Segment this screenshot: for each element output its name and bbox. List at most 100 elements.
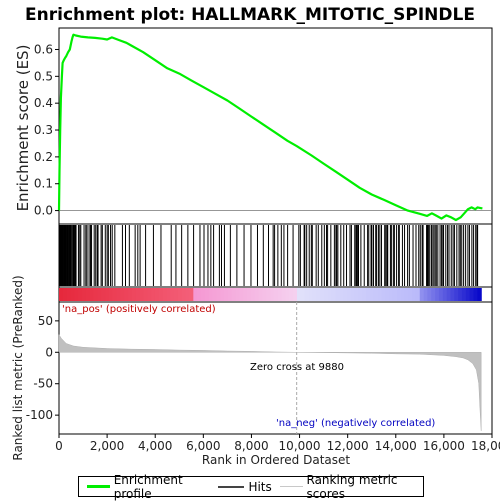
colorbar-segment — [70, 288, 75, 301]
colorbar-segment — [273, 288, 279, 301]
x-tick-label: 16,000 — [423, 439, 465, 453]
colorbar-segment — [400, 288, 406, 301]
colorbar-segment — [293, 288, 298, 301]
colorbar-segment — [239, 288, 244, 301]
colorbar-segment — [354, 288, 359, 301]
colorbar-segment — [262, 288, 267, 301]
colorbar-segment — [335, 288, 340, 301]
legend-item-enrichment-profile: Enrichment profile — [87, 473, 210, 501]
colorbar-segment — [139, 288, 145, 301]
colorbar-segment — [254, 288, 260, 301]
colorbar-segment — [331, 288, 336, 301]
colorbar-segment — [124, 288, 129, 301]
colorbar-segment — [377, 288, 382, 301]
colorbar-segment — [369, 288, 375, 301]
colorbar-segment — [281, 288, 287, 301]
enrichment-profile-line — [57, 33, 492, 222]
y-tick-label-bottom: -100 — [26, 408, 53, 422]
colorbar-segment — [458, 288, 463, 301]
colorbar-segment — [408, 288, 413, 301]
colorbar-segment — [82, 288, 87, 301]
colorbar-segment — [93, 288, 98, 301]
annotation-na-neg: 'na_neg' (negatively correlated) — [276, 418, 435, 429]
colorbar-segment — [415, 288, 421, 301]
colorbar-segment — [185, 288, 191, 301]
colorbar-segment — [296, 288, 302, 301]
y-tick-label: 0.4 — [34, 96, 53, 110]
colorbar-segment — [101, 288, 106, 301]
colorbar-segment — [193, 288, 198, 301]
metric-panel — [58, 301, 493, 435]
colorbar-segment — [166, 288, 171, 301]
colorbar-segment — [327, 288, 333, 301]
colorbar-segment — [396, 288, 402, 301]
colorbar-segment — [392, 288, 398, 301]
colorbar-segment — [389, 288, 394, 301]
colorbar-segment — [266, 288, 271, 301]
colorbar-segment — [74, 288, 79, 301]
colorbar-segment — [427, 288, 432, 301]
colorbar-segment — [473, 288, 478, 301]
colorbar-segment — [362, 288, 367, 301]
colorbar-segment — [224, 288, 229, 301]
colorbar-segment — [247, 288, 252, 301]
colorbar-segment — [289, 288, 294, 301]
colorbar-segment — [177, 288, 183, 301]
annotation-zero-cross: Zero cross at 9880 — [250, 362, 344, 373]
x-tick-label: 2,000 — [90, 439, 124, 453]
colorbar-segment — [197, 288, 202, 301]
colorbar-segment — [450, 288, 455, 301]
y-tick-label-bottom: -50 — [33, 377, 53, 391]
colorbar-segment — [346, 288, 352, 301]
y-axis-label-metric: Ranked list metric (PreRanked) — [11, 275, 25, 460]
colorbar-segment — [212, 288, 217, 301]
colorbar-segment — [128, 288, 133, 301]
y-tick-label: 0.6 — [34, 42, 53, 56]
colorbar-segment — [277, 288, 283, 301]
colorbar-segment — [469, 288, 475, 301]
colorbar-segment — [116, 288, 122, 301]
legend-label: Hits — [248, 479, 272, 494]
legend-swatch-hits — [218, 485, 245, 488]
annotation-na-pos: 'na_pos' (positively correlated) — [62, 304, 216, 315]
colorbar-segment — [285, 288, 290, 301]
metric-area — [58, 333, 482, 431]
colorbar-segment — [431, 288, 436, 301]
colorbar-segment — [108, 288, 114, 301]
colorbar-segment — [158, 288, 164, 301]
colorbar-segment — [258, 288, 264, 301]
x-tick-label: 6,000 — [186, 439, 220, 453]
colorbar-segment — [412, 288, 417, 301]
colorbar-segment — [135, 288, 141, 301]
x-tick-label: 8,000 — [234, 439, 268, 453]
es-panel — [58, 27, 493, 225]
colorbar-segment — [270, 288, 275, 301]
colorbar-segment — [319, 288, 325, 301]
colorbar-segment — [250, 288, 256, 301]
y-tick-label: 0.5 — [34, 69, 53, 83]
legend-item-ranking-metric: Ranking metric scores — [279, 473, 423, 501]
colorbar-segment — [477, 288, 482, 301]
colorbar-segment — [419, 288, 425, 301]
colorbar-segment — [312, 288, 317, 301]
colorbar-segment — [220, 288, 225, 301]
colorbar-segment — [373, 288, 379, 301]
legend-label: Enrichment profile — [113, 472, 183, 501]
legend-swatch-green — [87, 485, 110, 488]
colorbar-segment — [112, 288, 118, 301]
colorbar-segment — [143, 288, 148, 301]
x-tick-label: 10,000 — [279, 439, 321, 453]
colorbar-segment — [366, 288, 371, 301]
hits-ticks — [58, 225, 479, 286]
colorbar-segment — [181, 288, 187, 301]
colorbar-segment — [85, 288, 91, 301]
colorbar-segment — [216, 288, 221, 301]
colorbar-segment — [105, 288, 110, 301]
y-tick-label: 0.2 — [34, 150, 53, 164]
colorbar-segment — [461, 288, 467, 301]
colorbar-segment — [170, 288, 175, 301]
colorbar-segment — [147, 288, 152, 301]
colorbar-segment — [120, 288, 125, 301]
x-tick-label: 14,000 — [375, 439, 417, 453]
